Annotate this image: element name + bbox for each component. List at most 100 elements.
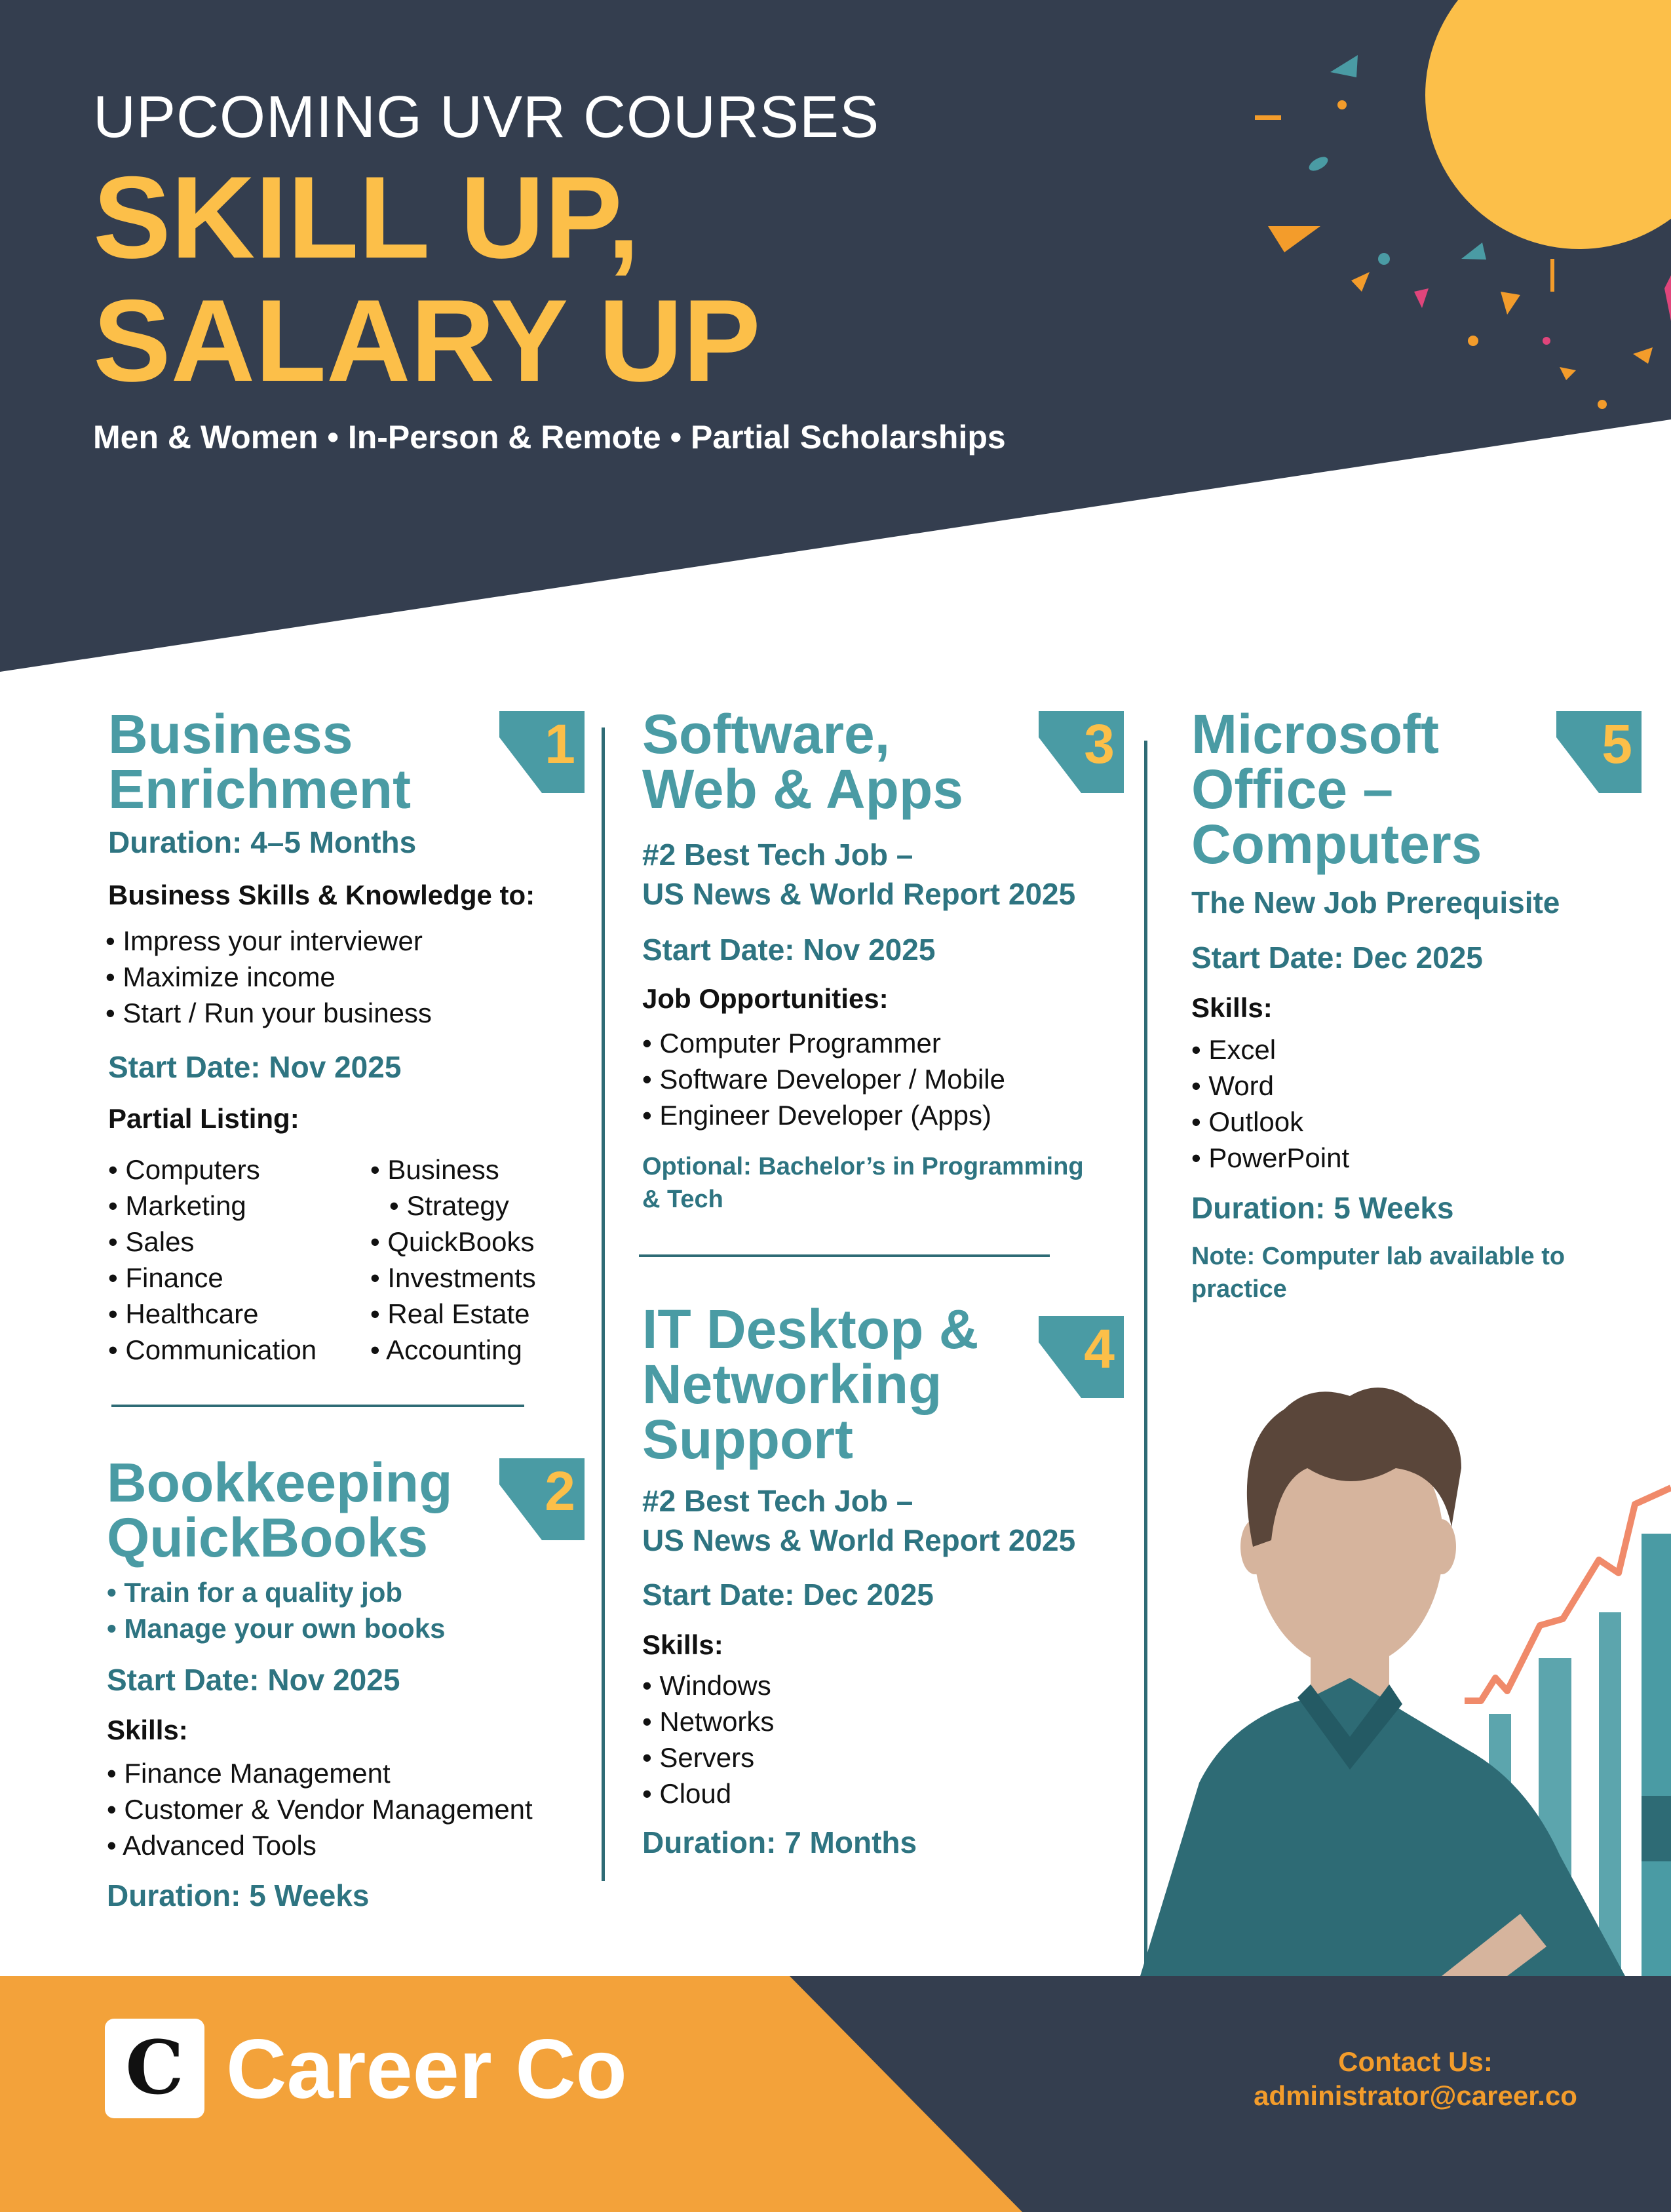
course-title-line: Enrichment: [108, 758, 412, 820]
section-divider-1: [111, 1405, 524, 1407]
skills-list: Finance Management Customer & Vendor Man…: [107, 1755, 592, 1863]
list-item: Advanced Tools: [107, 1827, 592, 1863]
listing-column-2: Business Strategy QuickBooks Investments…: [370, 1152, 536, 1368]
list-item: Maximize income: [106, 959, 593, 995]
course-title-line: Computers: [1191, 813, 1482, 875]
skills-heading: Skills:: [1191, 992, 1273, 1023]
header-eyebrow: UPCOMING UVR COURSES: [93, 85, 880, 150]
subtitle-line: US News & World Report 2025: [642, 877, 1076, 911]
course-card-software: Software, Web & Apps #2 Best Tech Job – …: [642, 707, 1121, 1216]
badge-shape: [1039, 711, 1124, 793]
list-item: Accounting: [370, 1332, 536, 1368]
column-divider-1: [602, 728, 605, 1881]
course-subtitle: The New Job Prerequisite: [1191, 885, 1560, 920]
list-item: Sales: [108, 1224, 370, 1260]
list-item: Word: [1191, 1068, 1663, 1104]
course-number-badge-4: 4: [1039, 1316, 1124, 1398]
course-start-date: Start Date: Dec 2025: [642, 1578, 934, 1612]
badge-number: 5: [1602, 713, 1632, 775]
note-line: & Tech: [642, 1186, 723, 1213]
list-item: Communication: [108, 1332, 370, 1368]
course-start-date: Start Date: Nov 2025: [108, 1050, 402, 1084]
header-band: [0, 0, 1671, 672]
course-subtitle: #2 Best Tech Job – US News & World Repor…: [642, 835, 1121, 914]
course-number-badge-3: 3: [1039, 711, 1124, 793]
list-item: Impress your interviewer: [106, 923, 593, 959]
badge-shape: [1039, 1316, 1124, 1398]
note-line: practice: [1191, 1275, 1287, 1303]
skills-heading: Business Skills & Knowledge to:: [108, 880, 535, 910]
list-item: Networks: [642, 1703, 1121, 1739]
subtitle-line: #2 Best Tech Job –: [642, 1484, 913, 1518]
badge-shape: [499, 1458, 585, 1540]
contact-heading: Contact Us:: [1338, 2046, 1493, 2077]
list-item: Windows: [642, 1667, 1121, 1703]
skills-list: Computer Programmer Software Developer /…: [642, 1025, 1121, 1133]
course-start-date: Start Date: Nov 2025: [642, 933, 936, 967]
listing-column-1: Computers Marketing Sales Finance Health…: [108, 1152, 370, 1368]
course-title-line: Software,: [642, 703, 891, 765]
course-subtitle: #2 Best Tech Job – US News & World Repor…: [642, 1481, 1121, 1560]
course-duration: Duration: 5 Weeks: [107, 1878, 370, 1912]
badge-number: 4: [1084, 1318, 1115, 1380]
list-item: Marketing: [108, 1188, 370, 1224]
list-item: Investments: [370, 1260, 535, 1296]
course-start-date: Start Date: Nov 2025: [107, 1663, 400, 1697]
footer-orange-shape: [0, 1976, 1022, 2212]
confetti-decoration: [1255, 55, 1671, 409]
course-card-microsoft-office: Microsoft Office – Computers The New Job…: [1191, 707, 1663, 1306]
highlights-list: Train for a quality job Manage your own …: [107, 1574, 592, 1646]
person-illustration: [1140, 1387, 1625, 1976]
list-item: Finance: [108, 1260, 370, 1296]
headline-line-2: SALARY UP: [93, 275, 761, 406]
course-card-business-enrichment: Business Enrichment Duration: 4–5 Months…: [108, 707, 593, 1368]
course-title-line: IT Desktop &: [642, 1298, 979, 1360]
course-start-date: Start Date: Dec 2025: [1191, 941, 1483, 975]
skills-heading: Skills:: [642, 1629, 723, 1660]
list-item: Train for a quality job: [107, 1574, 592, 1610]
logo-letter: C: [125, 2025, 184, 2111]
badge-shape: [499, 711, 585, 793]
list-item-continuation: Strategy: [406, 1190, 509, 1221]
list-item: Excel: [1191, 1032, 1663, 1068]
course-card-bookkeeping: Bookkeeping QuickBooks Train for a quali…: [107, 1455, 592, 1913]
list-item: PowerPoint: [1191, 1140, 1663, 1176]
contact-email[interactable]: administrator@career.co: [1254, 2080, 1577, 2111]
column-divider-2: [1144, 741, 1147, 1976]
badge-shape: [1556, 711, 1642, 793]
skills-heading: Job Opportunities:: [642, 983, 889, 1014]
listing-columns: Computers Marketing Sales Finance Health…: [108, 1152, 593, 1368]
course-title: IT Desktop & Networking Support: [642, 1302, 1121, 1467]
list-item: Engineer Developer (Apps): [642, 1097, 1121, 1133]
list-item: Outlook: [1191, 1104, 1663, 1140]
course-title: Bookkeeping QuickBooks: [107, 1455, 592, 1565]
brand-logo: C: [105, 2019, 204, 2118]
list-item: Business: [370, 1152, 536, 1188]
course-title-line: Office –: [1191, 758, 1394, 820]
list-item: Healthcare: [108, 1296, 370, 1332]
list-item: Cloud: [642, 1775, 1121, 1812]
list-item: Finance Management: [107, 1755, 592, 1791]
course-title-line: Bookkeeping: [107, 1452, 453, 1513]
course-title-line: Microsoft: [1191, 703, 1439, 765]
course-duration: Duration: 4–5 Months: [108, 825, 417, 859]
list-item: Start / Run your business: [106, 995, 593, 1031]
list-item: Software Developer / Mobile: [642, 1061, 1121, 1097]
list-item: Computers: [108, 1152, 370, 1188]
list-item: Manage your own books: [107, 1610, 592, 1646]
course-title-line: Support: [642, 1408, 853, 1470]
listing-heading: Partial Listing:: [108, 1103, 299, 1134]
sun-decoration: [1425, 0, 1671, 249]
headline: SKILL UP, SALARY UP: [93, 156, 1010, 402]
subtitle-line: US News & World Report 2025: [642, 1523, 1076, 1557]
badge-number: 3: [1084, 713, 1115, 775]
course-duration: Duration: 5 Weeks: [1191, 1191, 1454, 1225]
brand-name: Career Co: [226, 2023, 627, 2116]
course-title: Business Enrichment: [108, 707, 593, 817]
contact-block: Contact Us: administrator@career.co: [1232, 2045, 1599, 2113]
section-divider-2: [639, 1254, 1050, 1257]
course-title: Microsoft Office – Computers: [1191, 707, 1663, 872]
course-number-badge-2: 2: [499, 1458, 585, 1540]
skills-heading: Skills:: [107, 1715, 188, 1745]
list-item: Real Estate: [370, 1296, 536, 1332]
